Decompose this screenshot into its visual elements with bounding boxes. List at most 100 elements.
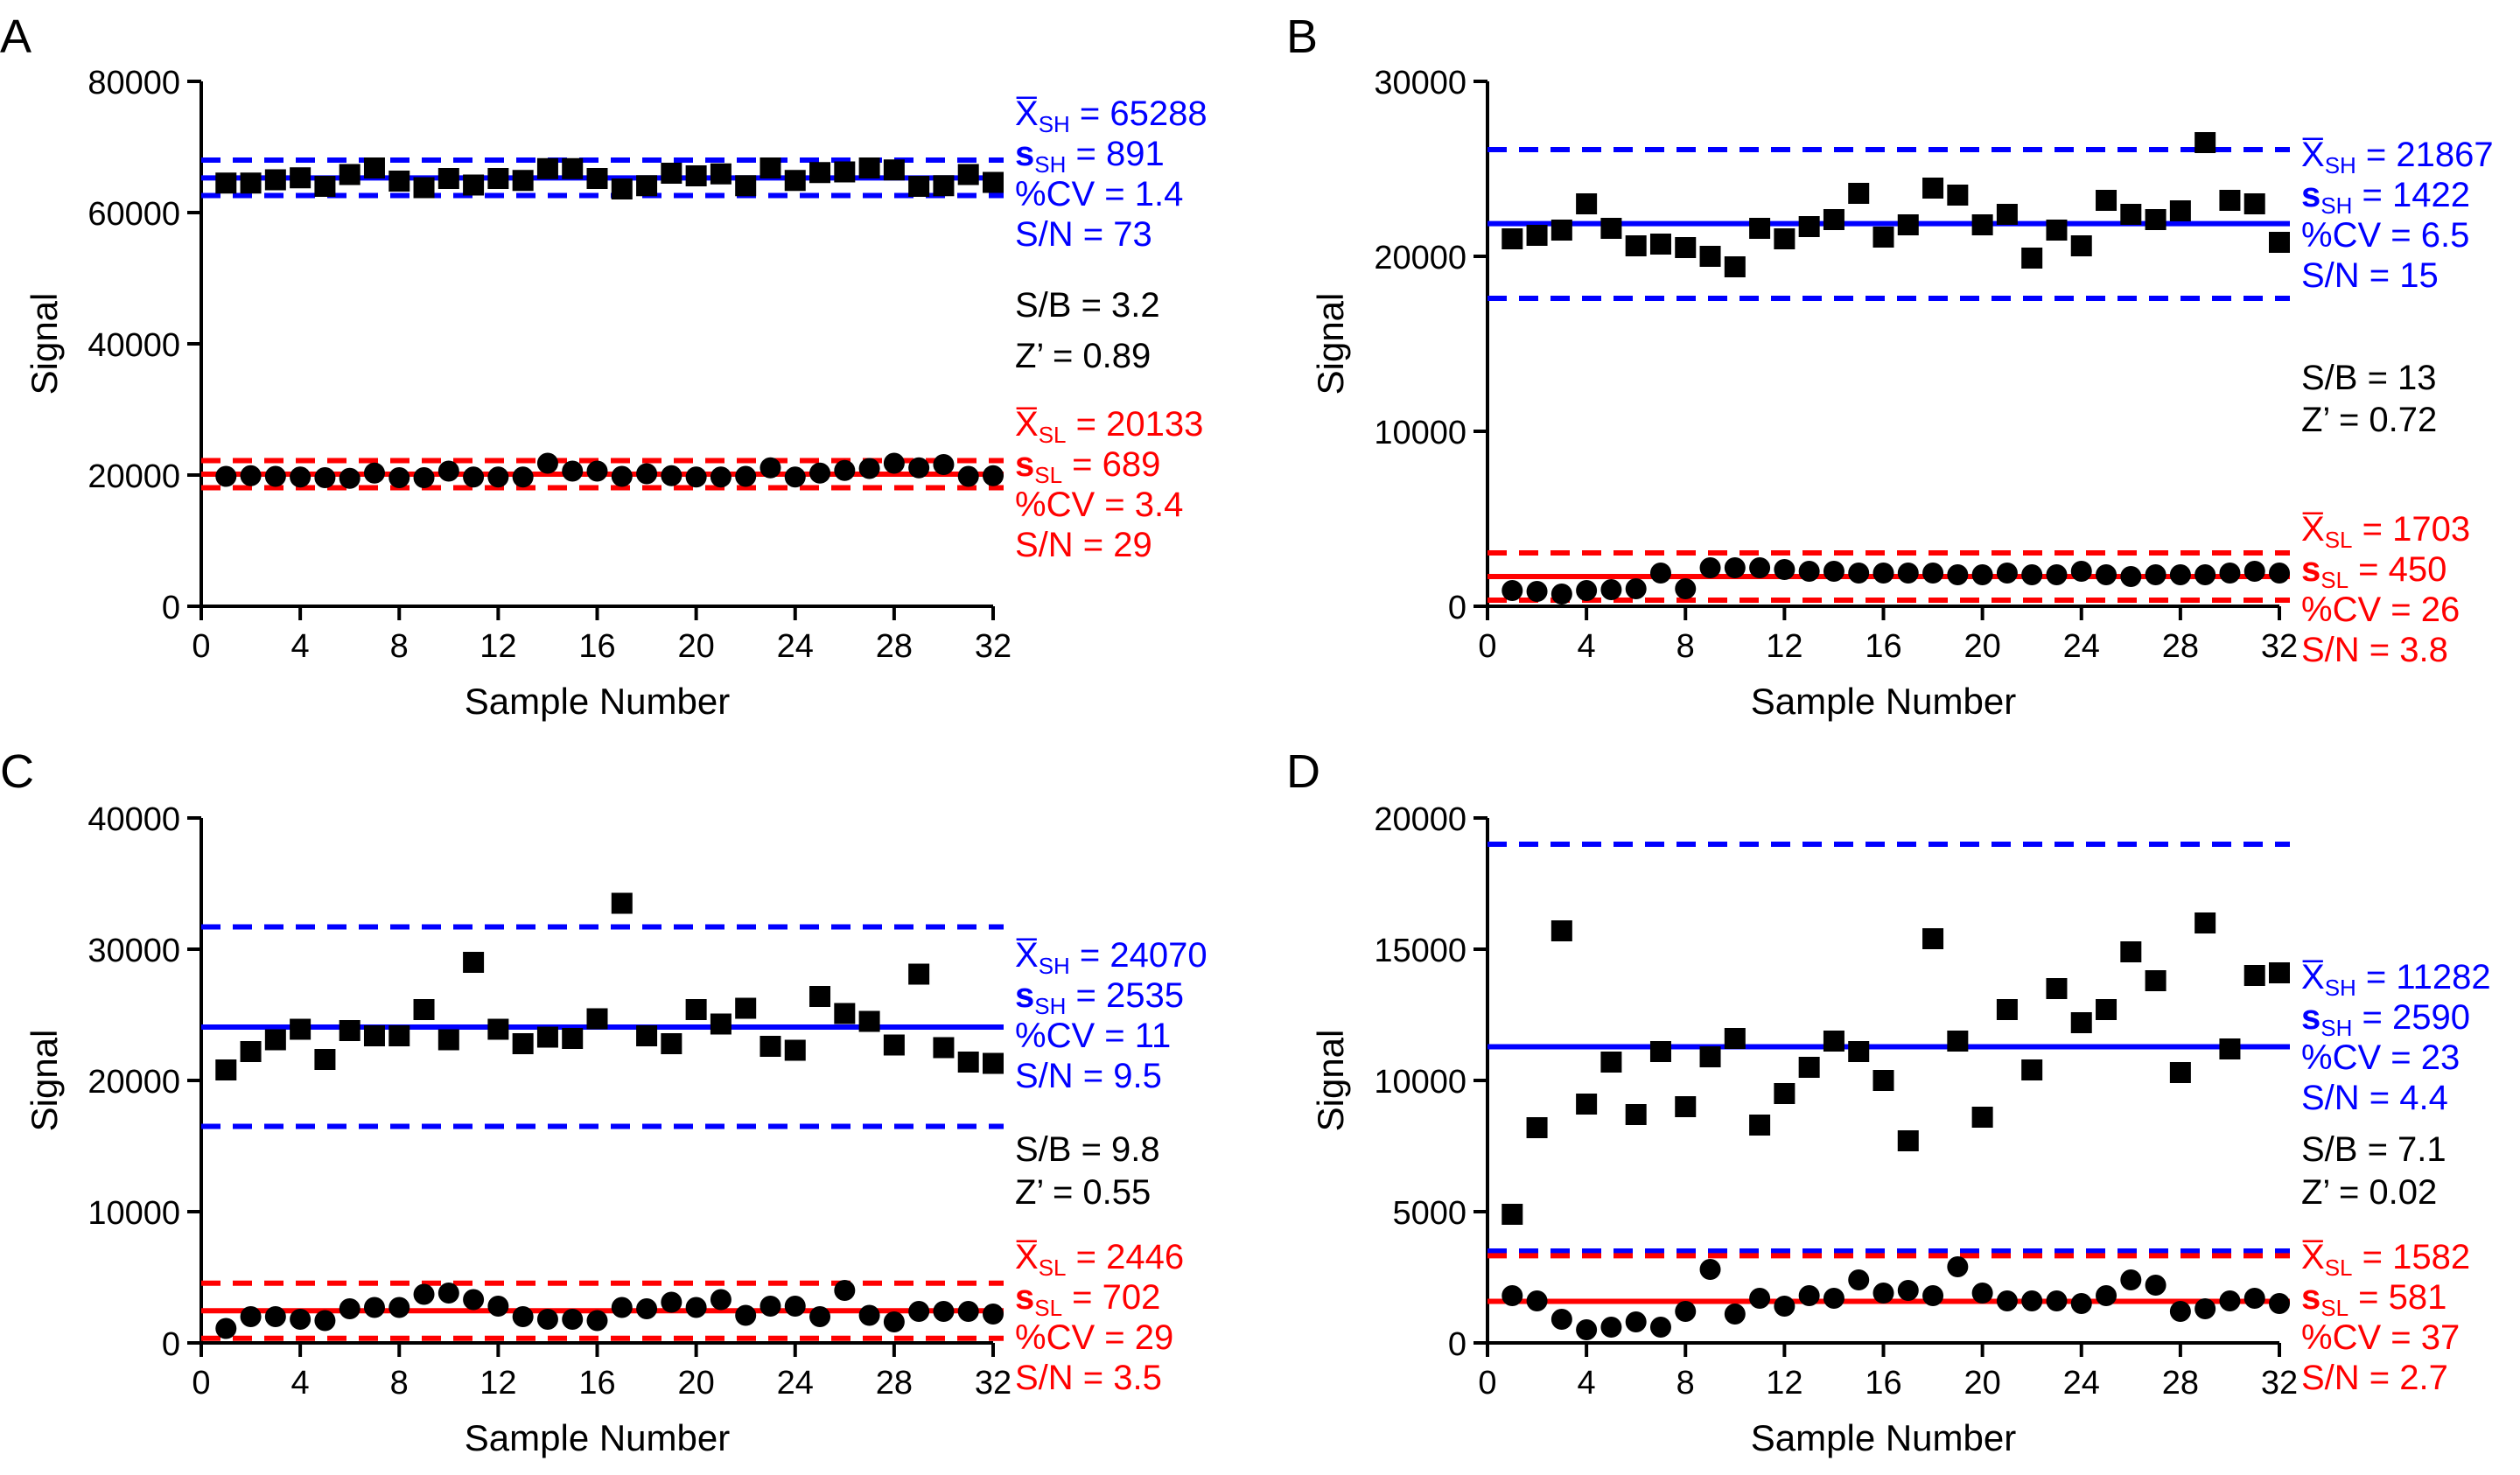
low-signal-point [487, 466, 509, 488]
low-signal-point [1625, 578, 1647, 599]
high-signal-point [2096, 190, 2118, 211]
low-signal-point [1724, 1304, 1746, 1325]
panel-letter: C [0, 745, 34, 798]
low-stat-label: S/N = 3.8 [2301, 631, 2448, 669]
x-tick-label: 20 [677, 1365, 714, 1402]
assay-stat-label: Z’ = 0.55 [1015, 1173, 1151, 1212]
low-signal-point [1798, 1285, 1820, 1306]
y-tick-label: 20000 [1374, 240, 1466, 276]
high-signal-point [760, 157, 781, 178]
x-tick-label: 0 [192, 1365, 210, 1402]
high-signal-point [858, 1010, 880, 1032]
low-signal-point [809, 462, 831, 484]
high-signal-point [413, 177, 435, 199]
y-axis-label: Signal [1310, 1030, 1351, 1132]
high-signal-point [363, 157, 385, 178]
high-signal-point [735, 175, 757, 197]
low-signal-point [264, 465, 286, 487]
low-signal-point [1675, 1301, 1697, 1322]
high-stat-label: S/N = 4.4 [2301, 1079, 2448, 1117]
y-tick-label: 40000 [88, 801, 180, 838]
low-stat-label: S/N = 2.7 [2301, 1359, 2448, 1397]
y-tick-label: 0 [162, 590, 180, 626]
x-tick-label: 8 [390, 1365, 409, 1402]
high-stat-label: sSH = 2590 [2301, 998, 2470, 1041]
high-signal-point [2269, 232, 2290, 253]
high-signal-point [536, 157, 558, 179]
low-signal-point [1848, 563, 1870, 584]
high-signal-point [290, 1018, 312, 1040]
low-signal-point [760, 1296, 781, 1317]
high-signal-point [2070, 1012, 2092, 1033]
x-tick-label: 28 [2162, 1365, 2199, 1402]
low-stat-label: sSL = 450 [2301, 550, 2446, 593]
x-tick-label: 8 [390, 628, 409, 665]
low-signal-point [438, 460, 459, 482]
high-signal-point [1724, 256, 1746, 277]
low-signal-point [1996, 1290, 2018, 1311]
high-signal-point [1798, 216, 1820, 237]
low-signal-point [710, 1289, 732, 1311]
high-signal-point [264, 1029, 286, 1051]
low-signal-point [2145, 1275, 2166, 1296]
low-signal-point [908, 457, 930, 479]
high-signal-point [2070, 235, 2092, 256]
low-signal-point [2269, 1293, 2290, 1314]
low-signal-point [487, 1296, 509, 1317]
high-stat-label: X̅SH = 21867 [2301, 136, 2494, 178]
high-stat-label: sSH = 1422 [2301, 176, 2470, 219]
y-tick-label: 30000 [88, 933, 180, 969]
low-signal-point [661, 465, 682, 486]
low-signal-point [413, 467, 435, 488]
low-signal-point [290, 1309, 312, 1330]
low-signal-point [1922, 563, 1944, 584]
low-signal-point [1600, 1317, 1622, 1338]
high-signal-point [1947, 1031, 1969, 1052]
high-signal-point [710, 1013, 732, 1035]
high-stat-label: %CV = 23 [2301, 1038, 2460, 1077]
x-tick-label: 32 [2261, 1365, 2298, 1402]
y-tick-label: 80000 [88, 65, 180, 101]
high-signal-point [908, 963, 930, 985]
high-stat-label: %CV = 11 [1015, 1017, 1171, 1055]
high-signal-point [1649, 234, 1671, 255]
low-signal-point [413, 1283, 435, 1305]
high-signal-point [215, 172, 237, 194]
high-signal-point [2269, 962, 2290, 983]
y-tick-label: 40000 [88, 327, 180, 364]
high-signal-point [487, 1018, 509, 1040]
low-stat-label: X̅SL = 1582 [2301, 1238, 2470, 1281]
high-stat-label: sSH = 891 [1015, 135, 1165, 178]
low-stat-label: X̅SL = 2446 [1015, 1238, 1184, 1281]
low-signal-point [2219, 563, 2241, 584]
x-tick-label: 4 [1578, 628, 1596, 665]
high-signal-point [512, 1033, 534, 1054]
high-signal-point [1872, 1070, 1894, 1091]
low-signal-point [1526, 581, 1548, 602]
low-signal-point [363, 1297, 385, 1318]
low-signal-point [685, 1297, 707, 1318]
low-signal-point [1724, 557, 1746, 578]
low-signal-point [388, 467, 410, 488]
high-signal-point [536, 1026, 558, 1048]
high-signal-point [290, 167, 312, 189]
high-signal-point [760, 1036, 781, 1057]
low-stat-label: sSL = 689 [1015, 445, 1160, 488]
low-signal-point [834, 1280, 856, 1301]
high-signal-point [611, 178, 633, 199]
low-signal-point [1649, 1317, 1671, 1338]
x-axis-label: Sample Number [465, 681, 730, 722]
high-signal-point [512, 170, 534, 192]
high-signal-point [1502, 228, 1523, 249]
high-signal-point [1823, 1031, 1844, 1052]
high-signal-point [339, 164, 360, 185]
low-signal-point [586, 460, 608, 482]
low-signal-point [512, 1306, 534, 1327]
high-signal-point [240, 1041, 262, 1062]
x-tick-label: 12 [1766, 1365, 1802, 1402]
low-signal-point [562, 460, 584, 482]
low-signal-point [1649, 563, 1671, 584]
assay-stat-label: S/B = 13 [2301, 359, 2437, 397]
x-tick-label: 0 [1478, 1365, 1496, 1402]
low-signal-point [1798, 561, 1820, 582]
